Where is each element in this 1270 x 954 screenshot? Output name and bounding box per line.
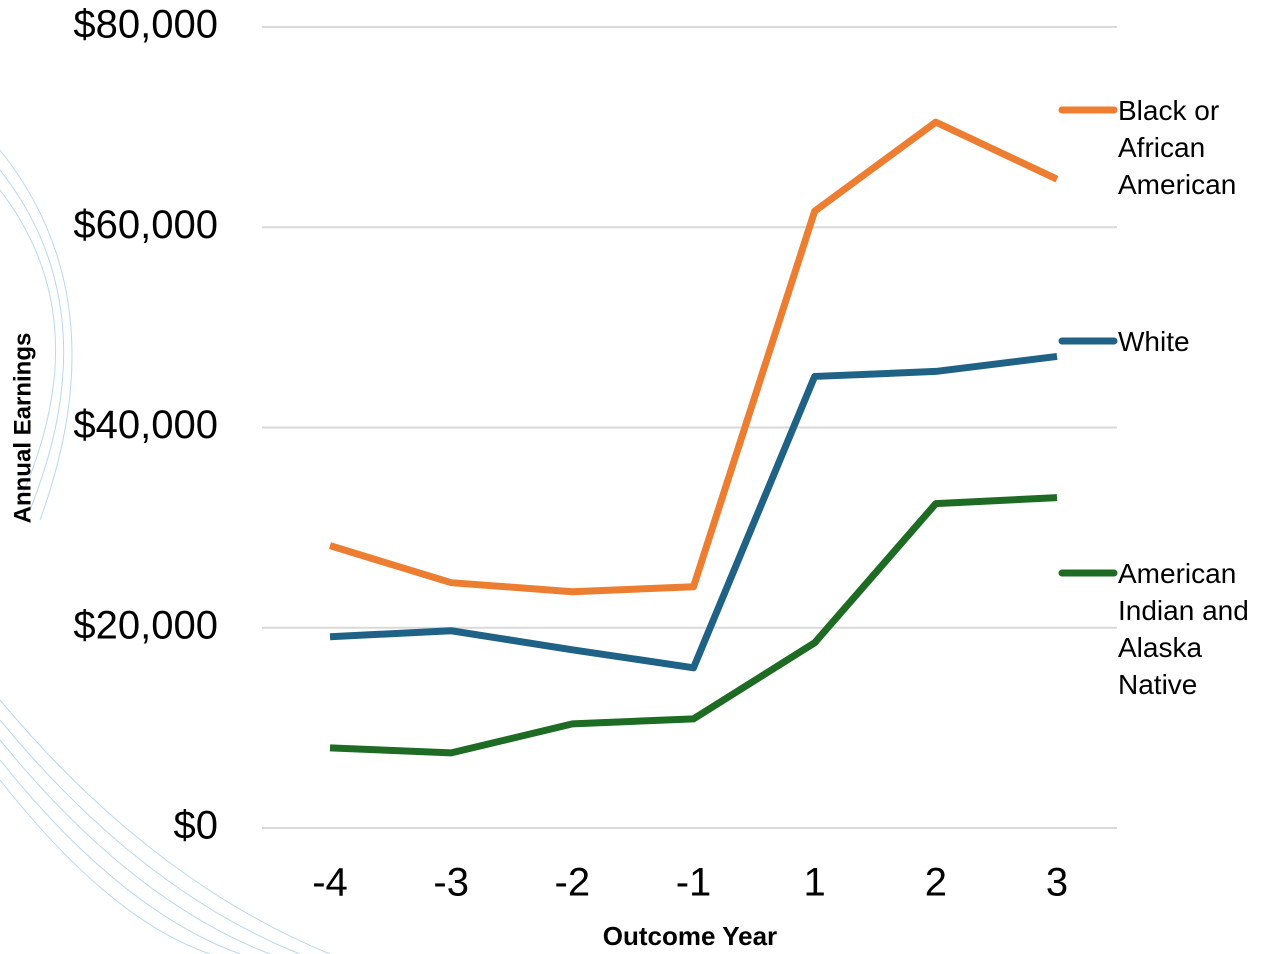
x-axis-title: Outcome Year [603, 921, 777, 951]
x-tick-label: 3 [1046, 861, 1068, 905]
series-line [328, 118, 1059, 596]
x-tick-label: -1 [676, 861, 712, 905]
x-tick-label: 2 [925, 861, 947, 905]
x-tick-label: 1 [804, 861, 826, 905]
y-tick-label: $60,000 [73, 203, 218, 247]
y-tick-label: $40,000 [73, 403, 218, 447]
legend-label: American Indian and Alaska Native [1118, 558, 1249, 700]
y-axis-title: Annual Earnings [9, 333, 36, 524]
series-line [329, 494, 1058, 757]
y-tick-label: $80,000 [73, 3, 218, 47]
background-decoration [0, 149, 331, 954]
x-tick-label: -2 [555, 861, 591, 905]
x-tick-label: -4 [312, 861, 348, 905]
legend-label: Black or African American [1118, 95, 1237, 200]
series-line [329, 352, 1058, 672]
y-tick-label: $20,000 [73, 603, 218, 647]
legend-label: White [1118, 326, 1190, 357]
y-tick-label: $0 [174, 804, 219, 848]
x-tick-label: -3 [433, 861, 469, 905]
